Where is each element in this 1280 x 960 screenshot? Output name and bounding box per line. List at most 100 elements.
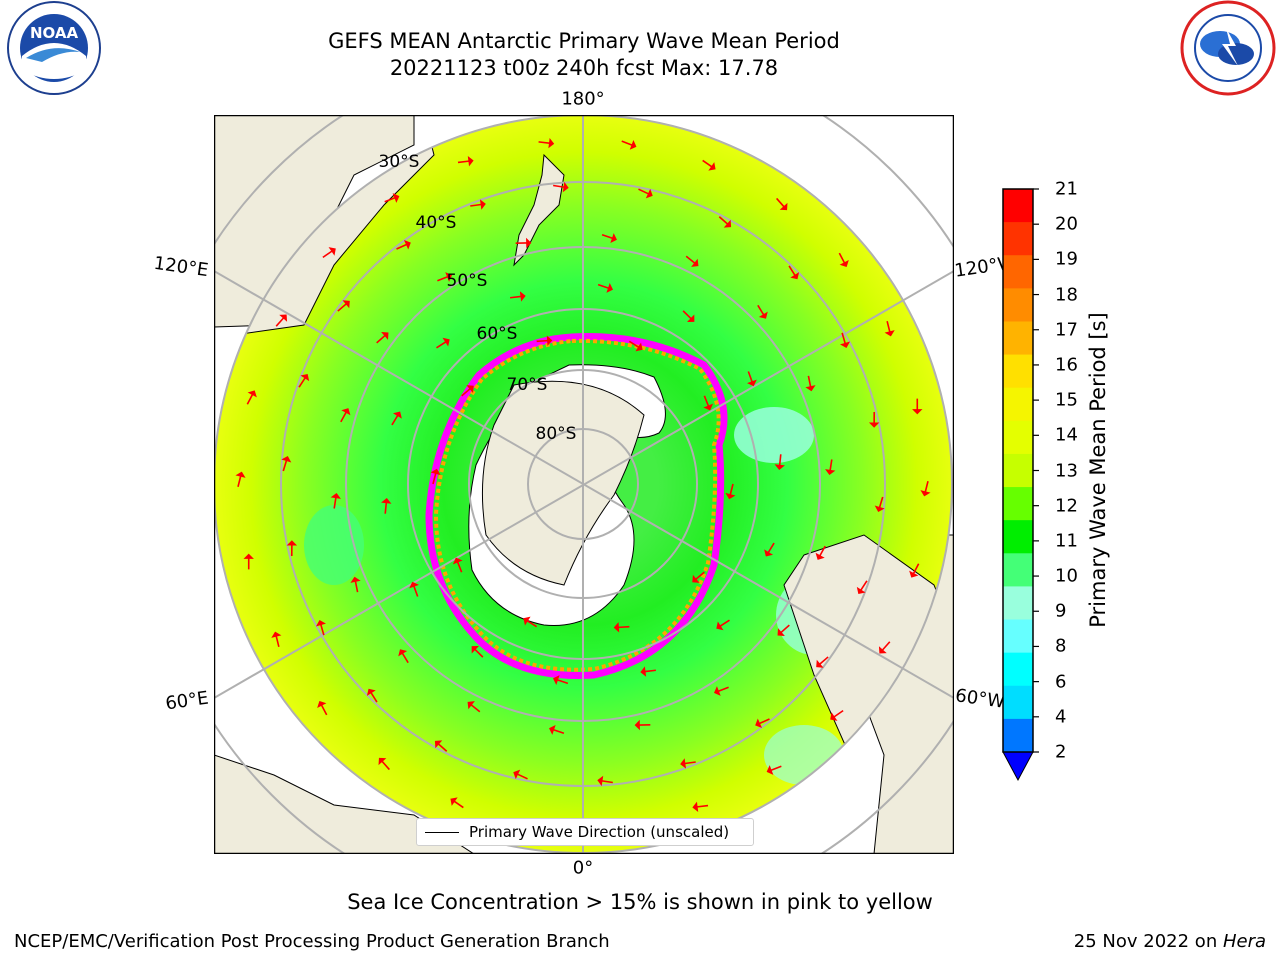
wave-arrow-shaft (703, 395, 710, 407)
wave-arrow-head (281, 456, 292, 463)
colorbar-band (1003, 255, 1033, 289)
wave-arrow-head (755, 718, 763, 729)
wave-arrow-head (392, 411, 402, 419)
wave-arrow-shaft (391, 415, 399, 426)
wave-arrow-shaft (644, 669, 657, 673)
wave-arrow-shaft (684, 761, 696, 765)
wave-arrow-head (315, 620, 326, 627)
svg-text:NOAA: NOAA (30, 24, 79, 42)
wave-arrow-shaft (526, 620, 538, 628)
wave-arrow-head (271, 631, 282, 638)
wave-arrow-head (856, 586, 866, 595)
wave-arrow-head (381, 331, 389, 340)
wave-arrow-shaft (553, 184, 565, 188)
lat-label-50s: 50°S (446, 271, 488, 291)
colorbar-band (1003, 420, 1033, 455)
wave-arrow-head (634, 719, 640, 731)
wave-arrow-head (912, 409, 923, 415)
wave-arrow-head (691, 258, 699, 267)
wave-arrow-head (825, 469, 836, 476)
wave-arrow-head (546, 335, 553, 346)
colorbar-band (1003, 222, 1033, 256)
lon-label-60w: 60°W (953, 685, 1007, 713)
wave-arrow-shaft (833, 709, 844, 718)
wave-arrow-head (692, 574, 700, 583)
wave-arrow-shaft (384, 197, 396, 203)
map-panel (214, 115, 954, 854)
wave-arrow-shaft (457, 160, 470, 164)
wave-arrow-shaft (628, 340, 640, 348)
colorbar-band (1003, 586, 1033, 621)
wave-arrow-head (467, 156, 474, 167)
wave-arrow-shaft (685, 255, 696, 264)
wave-arrow-head (471, 646, 479, 654)
wave-arrow-head (430, 468, 441, 476)
colorbar-band (1003, 387, 1033, 422)
colorbar (1002, 188, 1039, 782)
wave-arrow-shaft (453, 800, 464, 809)
colorbar-band (1003, 321, 1033, 356)
wave-arrow-head (790, 272, 800, 280)
wave-arrow-shaft (682, 310, 692, 320)
lon-label-60e: 60°E (164, 687, 210, 715)
wave-arrow-head (467, 701, 475, 710)
wave-arrow-head (723, 219, 732, 228)
wave-arrow-shaft (337, 303, 347, 312)
colorbar-tick-label: 14 (1055, 424, 1078, 446)
lon-label-180: 180° (561, 88, 605, 110)
wave-arrow-head (839, 259, 849, 267)
lat-label-60s: 60°S (476, 324, 518, 344)
wave-arrow-head (300, 373, 310, 382)
wave-arrow-shaft (275, 635, 280, 648)
colorbar-tick-label: 12 (1055, 495, 1078, 517)
wave-arrow-head (703, 403, 714, 411)
wave-arrow-head (692, 801, 699, 812)
wave-arrow-head (549, 724, 556, 735)
colorbar-title: Primary Wave Mean Period [s] (1086, 312, 1110, 628)
wave-arrow-head (680, 758, 687, 769)
wave-arrow-head (513, 769, 521, 780)
colorbar-tick-label: 18 (1055, 284, 1078, 306)
wave-arrow-shaft (776, 197, 785, 208)
wave-arrow-head (519, 291, 526, 302)
wave-arrow-head (909, 570, 919, 578)
wave-arrow-head (758, 311, 768, 319)
wave-arrow-head (548, 137, 555, 149)
colorbar-tick-label: 17 (1055, 319, 1078, 341)
wave-arrow-head (640, 666, 647, 677)
wave-arrow-head (840, 341, 851, 348)
wave-arrow-shaft (778, 454, 782, 466)
wave-arrow-head (247, 390, 257, 398)
wave-arrow-shaft (370, 692, 378, 703)
wave-arrow-head (610, 233, 617, 244)
wave-arrow-head (350, 576, 361, 583)
lon-label-120e: 120°E (152, 252, 210, 282)
chart-subtitle: 20221123 t00z 240h fcst Max: 17.78 (389, 56, 779, 80)
wave-arrow-head (725, 492, 736, 500)
wave-arrow-head (398, 649, 408, 657)
wave-arrow-head (434, 740, 443, 749)
wave-arrow-shaft (838, 252, 846, 264)
footer-date-text: 25 Nov 2022 on (1073, 931, 1223, 952)
wave-arrow-shaft (437, 743, 448, 752)
nws-logo (1180, 0, 1276, 96)
wave-arrow-shaft (470, 203, 482, 207)
wave-arrow-shaft (557, 679, 569, 685)
colorbar-band (1003, 520, 1033, 554)
wave-arrow-head (317, 701, 327, 709)
wave-arrow-head (378, 757, 387, 766)
wave-arrow-head (816, 659, 824, 668)
wave-arrow-head (392, 193, 400, 203)
colorbar-tick-label: 10 (1055, 565, 1078, 587)
footer-machine: Hera (1222, 931, 1266, 952)
wave-arrow-head (805, 385, 816, 392)
wave-arrow-head (479, 199, 486, 210)
wave-arrow-shaft (246, 394, 254, 405)
wave-arrow-shaft (601, 780, 613, 784)
sea-ice-edge (425, 333, 728, 679)
wave-arrow-shaft (432, 473, 437, 485)
wave-arrow-shaft (340, 411, 347, 423)
wave-arrow-shaft (702, 159, 713, 168)
wave-arrow-head (342, 300, 350, 309)
wave-arrow-head (466, 385, 474, 394)
